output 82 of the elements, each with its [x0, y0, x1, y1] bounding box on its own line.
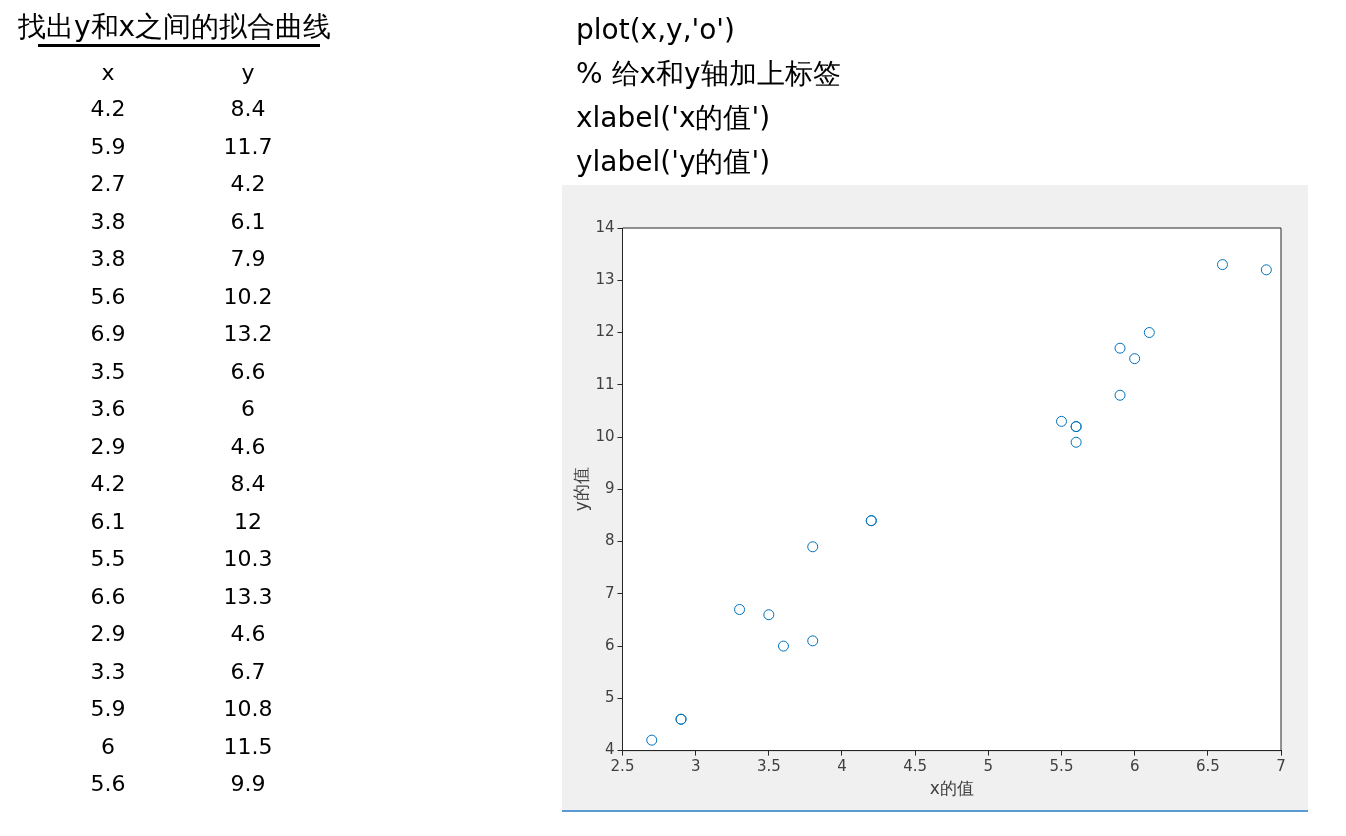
y-tick-label: 4	[604, 740, 615, 759]
text: 13.3	[222, 583, 274, 609]
text: 8.4	[229, 471, 267, 497]
text: 9.9	[229, 771, 267, 797]
text: 4.2	[229, 171, 267, 197]
text: 6.7	[229, 658, 267, 684]
x-tick-label: 4.5	[903, 757, 928, 776]
text: 6.1	[229, 208, 267, 234]
text: 3.6	[89, 396, 127, 422]
text: 4.6	[229, 621, 267, 647]
text: plot(x,y,'o')	[576, 12, 736, 48]
text: y	[240, 59, 256, 85]
text: 6.9	[89, 321, 127, 347]
text: 2.9	[89, 433, 127, 459]
text: 3.8	[89, 246, 127, 272]
point	[734, 604, 746, 615]
text: 10.2	[222, 283, 274, 309]
text: 6	[100, 733, 116, 759]
text: 13.2	[222, 321, 274, 347]
x-tick-label: 6	[1129, 757, 1140, 776]
text: 10.3	[222, 546, 274, 572]
text: 3.5	[89, 358, 127, 384]
y-tick-label: 14	[595, 217, 615, 236]
text: 2.9	[89, 621, 127, 647]
text: % 给x和y轴加上标签	[576, 56, 841, 92]
text: xlabel('x的值')	[576, 100, 772, 136]
text: 11.7	[222, 133, 274, 159]
text: 6.6	[229, 358, 267, 384]
y-tick-label: 6	[604, 635, 615, 654]
point	[1056, 415, 1067, 427]
text: 5.5	[89, 546, 127, 572]
text: x	[100, 59, 116, 85]
point	[1070, 436, 1082, 448]
y-axis-title: y的值	[570, 467, 591, 512]
text: 7.9	[229, 246, 267, 272]
point	[807, 635, 819, 647]
text: 5.9	[89, 696, 127, 722]
y-tick-label: 7	[604, 583, 615, 602]
x-tick-label: 4	[837, 757, 847, 776]
text: 3.3	[89, 658, 127, 684]
text: 6.6	[89, 583, 127, 609]
x-axis-title: x的值	[929, 778, 974, 799]
text: 3.8	[89, 208, 127, 234]
text: 4.2	[89, 96, 127, 122]
text: 6	[240, 396, 256, 422]
point	[763, 609, 775, 621]
point	[1114, 342, 1126, 354]
point	[1216, 259, 1228, 271]
y-tick-label: 11	[595, 374, 615, 393]
text: 5.6	[89, 283, 127, 309]
text: 8.4	[229, 96, 267, 122]
text: 4.2	[89, 471, 127, 497]
y-tick-label: 13	[595, 270, 615, 289]
point	[1143, 327, 1155, 339]
text: 12	[233, 508, 263, 534]
y-tick-label: 12	[595, 322, 615, 341]
text: ylabel('y的值')	[576, 144, 772, 180]
text: 找出y和x之间的拟合曲线	[18, 9, 332, 45]
text: 4.6	[229, 433, 267, 459]
point	[777, 640, 789, 652]
y-tick-label: 9	[604, 479, 615, 498]
y-tick-label: 5	[604, 688, 615, 707]
text: 6.1	[89, 508, 127, 534]
x-tick-label: 5.5	[1049, 757, 1074, 776]
text: 5.6	[89, 771, 127, 797]
text: 10.8	[222, 696, 274, 722]
text: 5.9	[89, 133, 127, 159]
x-tick-label: 6.5	[1195, 757, 1220, 776]
point	[1260, 264, 1272, 276]
y-tick-label: 10	[595, 426, 615, 445]
point	[807, 541, 819, 553]
x-tick-label: 2.5	[610, 757, 635, 776]
x-tick-label: 7	[1276, 757, 1286, 776]
text: 11.5	[222, 733, 274, 759]
point	[1114, 389, 1126, 401]
point	[646, 734, 658, 746]
x-tick-label: 5	[983, 757, 994, 776]
text: 2.7	[89, 171, 127, 197]
point	[1129, 353, 1141, 365]
y-tick-label: 8	[604, 531, 615, 550]
x-tick-label: 3	[690, 757, 701, 776]
x-tick-label: 3.5	[756, 757, 781, 776]
